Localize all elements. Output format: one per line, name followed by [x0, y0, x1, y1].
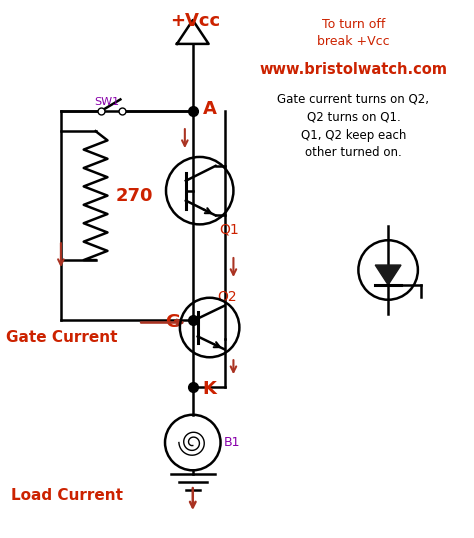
Text: www.bristolwatch.com: www.bristolwatch.com	[259, 62, 447, 77]
Text: Gate Current: Gate Current	[6, 330, 118, 345]
Text: Q2: Q2	[218, 290, 237, 304]
Text: G: G	[165, 313, 180, 330]
Text: Load Current: Load Current	[11, 487, 123, 502]
Text: SW1: SW1	[94, 97, 119, 108]
Text: 270: 270	[116, 187, 153, 204]
Text: B1: B1	[224, 436, 240, 449]
Text: other turned on.: other turned on.	[305, 146, 402, 159]
Text: break +Vcc: break +Vcc	[317, 36, 390, 48]
Text: A: A	[203, 101, 217, 118]
Text: To turn off: To turn off	[322, 18, 385, 31]
Text: Gate current turns on Q2,: Gate current turns on Q2,	[277, 93, 429, 106]
Text: K: K	[203, 380, 217, 398]
Polygon shape	[375, 265, 401, 285]
Text: Q2 turns on Q1.: Q2 turns on Q1.	[307, 111, 401, 124]
Text: Q1, Q2 keep each: Q1, Q2 keep each	[301, 129, 406, 141]
Text: Q1: Q1	[219, 222, 239, 236]
Text: +Vcc: +Vcc	[170, 12, 220, 30]
